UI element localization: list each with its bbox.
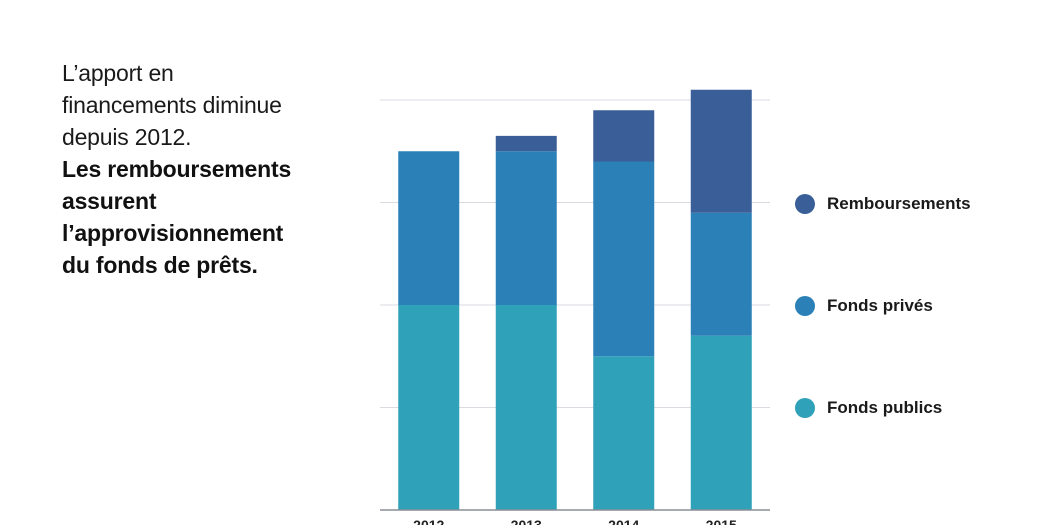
intro-bold-line-2: assurent [62, 188, 157, 214]
x-tick-label-2012: 2012 [413, 517, 444, 525]
x-tick-label-2015: 2015 [706, 517, 737, 525]
bar-segment-fonds-priv-s-2013 [495, 151, 557, 305]
intro-bold-line-1: Les remboursements [62, 156, 292, 182]
bar-segment-fonds-publics-2012 [398, 305, 460, 510]
intro-bold-line-3: l’approvisionnement [62, 220, 284, 246]
legend-swatch [795, 194, 815, 214]
bar-segment-remboursements-2015 [690, 89, 752, 213]
intro-line-2: financements diminue [62, 92, 282, 118]
bar-segment-fonds-publics-2015 [690, 335, 752, 510]
x-tick-labels: 2012 2013 2014 2015 [413, 517, 737, 525]
legend-item-fonds-publics: Fonds publics [795, 396, 942, 420]
x-tick-label-2013: 2013 [511, 517, 542, 525]
bar-segment-fonds-priv-s-2015 [690, 212, 752, 336]
intro-line-1: L’apport en [62, 60, 174, 86]
bar-segment-fonds-priv-s-2014 [593, 161, 655, 357]
legend-label: Fonds privés [827, 296, 933, 315]
legend-item-fonds-priv-s: Fonds privés [795, 294, 933, 318]
legend-label: Fonds publics [827, 398, 943, 417]
x-tick-label-2014: 2014 [608, 517, 639, 525]
bar-segment-fonds-publics-2013 [495, 305, 557, 510]
legend-swatch [795, 398, 815, 418]
bar-segment-remboursements-2013 [495, 135, 557, 152]
legend-swatch [795, 296, 815, 316]
legend-item-remboursements: Remboursements [795, 192, 971, 216]
legend-label: Remboursements [827, 194, 971, 213]
intro-bold-line-4: du fonds de prêts. [62, 252, 258, 278]
bar-segment-remboursements-2014 [593, 110, 655, 162]
bar-segment-fonds-priv-s-2012 [398, 151, 460, 305]
bars [398, 89, 752, 510]
intro-line-3: depuis 2012. [62, 124, 192, 150]
bar-segment-fonds-publics-2014 [593, 356, 655, 510]
chart-intro-text: L’apport en financements diminue depuis … [62, 57, 362, 281]
